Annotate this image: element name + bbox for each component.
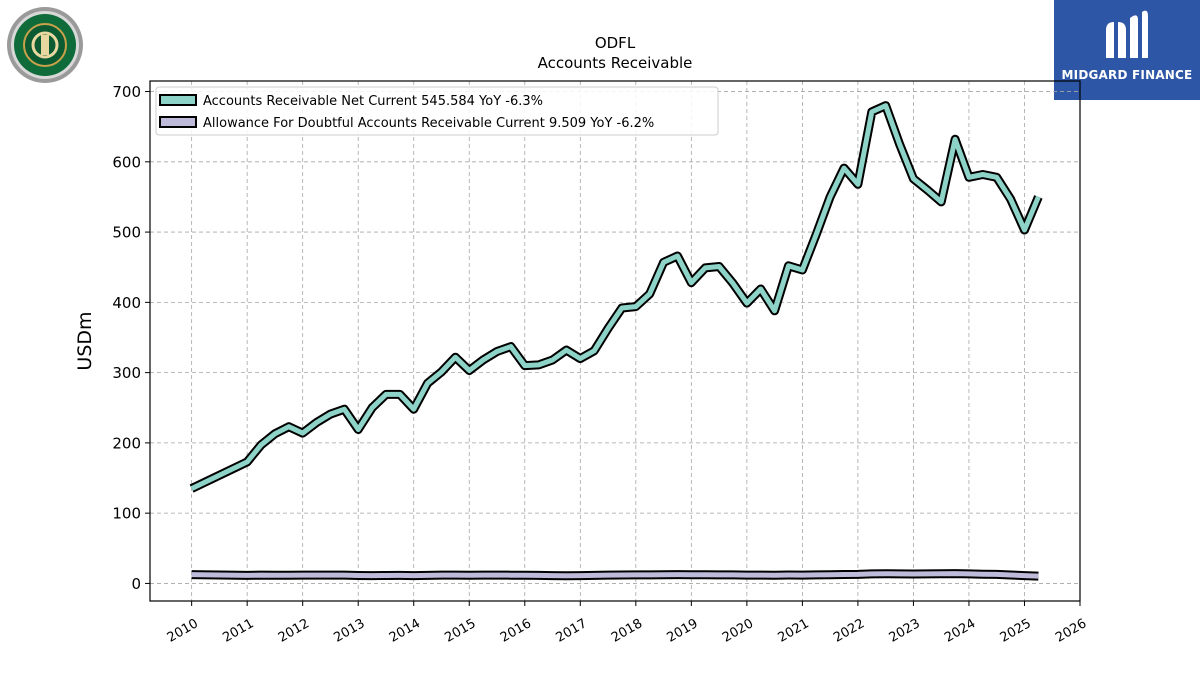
midgard-finance-logo: MIDGARD FINANCE: [1054, 0, 1200, 100]
y-axis-label: USDm: [74, 311, 96, 370]
x-tick-label: 2012: [276, 616, 312, 646]
legend-swatch: [159, 94, 197, 106]
x-tick-label: 2018: [609, 616, 645, 646]
midgard-finance-brand: MIDGARD FINANCE: [1061, 68, 1193, 82]
x-tick-label: 2015: [442, 616, 478, 646]
legend-box: [155, 86, 719, 136]
x-tick-label: 2025: [998, 616, 1034, 646]
x-tick-label: 2013: [331, 616, 367, 646]
legend: Accounts Receivable Net Current 545.584 …: [155, 86, 719, 136]
x-tick-label: 2019: [665, 616, 701, 646]
y-tick-label: 500: [112, 224, 141, 242]
chart-subtitle: Accounts Receivable: [538, 54, 693, 72]
x-tick-label: 2014: [387, 616, 423, 646]
old-dominion-logo: [6, 6, 84, 84]
x-tick-label: 2020: [720, 616, 756, 646]
y-tick-label: 100: [112, 505, 141, 523]
y-tick-label: 600: [112, 153, 141, 171]
grid-lines: [150, 81, 1081, 601]
x-tick-label: 2010: [165, 616, 201, 646]
series-layer: [189, 101, 1043, 581]
x-tick-label: 2017: [553, 616, 589, 646]
series-0-line: [190, 103, 1041, 491]
plot-frame: [149, 80, 1081, 602]
y-tick-label: 0: [131, 575, 141, 593]
y-tick-label: 200: [112, 434, 141, 452]
chart-title: ODFL: [595, 34, 636, 52]
legend-swatch: [159, 116, 197, 128]
x-axis-ticks: 2010 2011 2012 2013 2014 2015 2016 2017 2018 2019…: [165, 601, 1089, 646]
legend-label: Allowance For Doubtful Accounts Receivab…: [203, 116, 654, 131]
x-tick-label: 2023: [887, 616, 923, 646]
x-tick-label: 2016: [498, 616, 534, 646]
midgard-emblem-icon: [1106, 10, 1148, 59]
x-tick-label: 2011: [220, 616, 256, 646]
series-0-outline: [189, 101, 1043, 493]
y-tick-label: 400: [112, 294, 141, 312]
x-tick-label: 2022: [831, 616, 867, 646]
x-tick-label: 2024: [942, 616, 978, 646]
series-1-line: [191, 571, 1039, 579]
y-tick-label: 700: [112, 83, 141, 101]
y-tick-label: 300: [112, 364, 141, 382]
x-tick-label: 2026: [1053, 616, 1089, 646]
x-tick-label: 2021: [776, 616, 812, 646]
y-axis-ticks: 0 100 200 300 400 500 600 700: [112, 83, 150, 593]
legend-label: Accounts Receivable Net Current 545.584 …: [203, 94, 543, 109]
